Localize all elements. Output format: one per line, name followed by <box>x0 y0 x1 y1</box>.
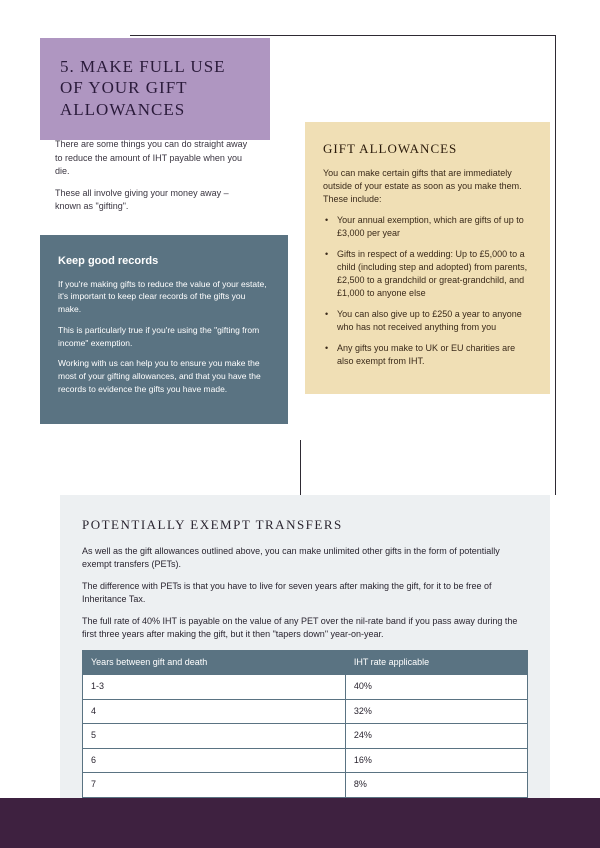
section-heading: 5. MAKE FULL USE OF YOUR GIFT ALLOWANCES <box>60 56 250 120</box>
pet-paragraph: As well as the gift allowances outlined … <box>82 545 528 572</box>
records-box: Keep good records If you're making gifts… <box>40 235 288 424</box>
list-item: Gifts in respect of a wedding: Up to £5,… <box>323 248 532 300</box>
pet-paragraph: The difference with PETs is that you hav… <box>82 580 528 607</box>
table-header: IHT rate applicable <box>345 650 527 675</box>
list-item: You can also give up to £250 a year to a… <box>323 308 532 334</box>
table-cell: 40% <box>345 675 527 700</box>
pet-box: POTENTIALLY EXEMPT TRANSFERS As well as … <box>60 495 550 820</box>
records-paragraph: This is particularly true if you're usin… <box>58 324 270 350</box>
table-row: 5 24% <box>83 724 528 749</box>
iht-table: Years between gift and death IHT rate ap… <box>82 650 528 798</box>
table-cell: 7 <box>83 773 346 798</box>
table-cell: 24% <box>345 724 527 749</box>
records-paragraph: If you're making gifts to reduce the val… <box>58 278 270 316</box>
section-heading-box: 5. MAKE FULL USE OF YOUR GIFT ALLOWANCES <box>40 38 270 140</box>
table-row: 1-3 40% <box>83 675 528 700</box>
table-cell: 8% <box>345 773 527 798</box>
pet-paragraph: The full rate of 40% IHT is payable on t… <box>82 615 528 642</box>
allowances-list: Your annual exemption, which are gifts o… <box>323 214 532 368</box>
list-item: Your annual exemption, which are gifts o… <box>323 214 532 240</box>
table-cell: 16% <box>345 748 527 773</box>
intro-text: There are some things you can do straigh… <box>55 138 255 222</box>
intro-paragraph: There are some things you can do straigh… <box>55 138 255 179</box>
records-title: Keep good records <box>58 253 270 270</box>
table-header: Years between gift and death <box>83 650 346 675</box>
intro-paragraph: These all involve giving your money away… <box>55 187 255 214</box>
footer-bar <box>0 798 600 848</box>
allowances-box: GIFT ALLOWANCES You can make certain gif… <box>305 122 550 394</box>
connector-line <box>555 35 556 495</box>
allowances-title: GIFT ALLOWANCES <box>323 140 532 159</box>
table-row: 7 8% <box>83 773 528 798</box>
allowances-intro: You can make certain gifts that are imme… <box>323 167 532 206</box>
page: 5. MAKE FULL USE OF YOUR GIFT ALLOWANCES… <box>0 0 600 848</box>
table-cell: 6 <box>83 748 346 773</box>
connector-line <box>130 35 555 36</box>
table-cell: 1-3 <box>83 675 346 700</box>
table-row: 4 32% <box>83 699 528 724</box>
table-cell: 32% <box>345 699 527 724</box>
table-row: 6 16% <box>83 748 528 773</box>
pet-title: POTENTIALLY EXEMPT TRANSFERS <box>82 515 528 535</box>
table-cell: 5 <box>83 724 346 749</box>
records-paragraph: Working with us can help you to ensure y… <box>58 357 270 395</box>
table-cell: 4 <box>83 699 346 724</box>
list-item: Any gifts you make to UK or EU charities… <box>323 342 532 368</box>
